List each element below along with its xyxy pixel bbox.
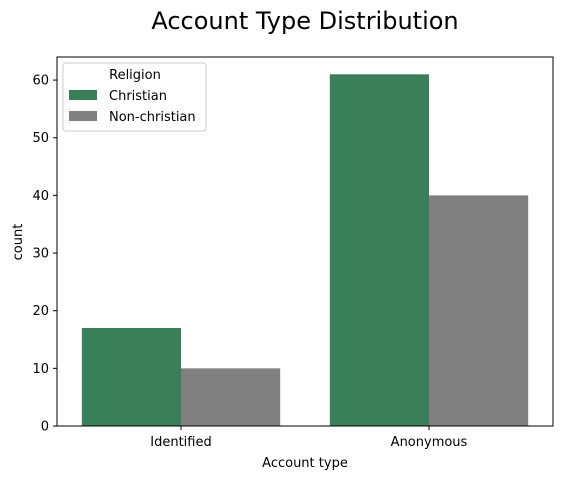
legend-label: Christian: [109, 89, 167, 104]
chart-title: Account Type Distribution: [151, 7, 458, 35]
legend-swatch: [69, 111, 97, 121]
x-tick-label: Anonymous: [391, 435, 468, 450]
y-tick-label: 50: [32, 131, 49, 146]
y-axis-label: count: [11, 224, 26, 261]
y-tick-label: 10: [32, 362, 49, 377]
y-tick-label: 60: [32, 74, 49, 89]
y-tick-label: 40: [32, 189, 49, 204]
plot-area: [81, 74, 529, 427]
y-axis: 0 10 20 30 40 50 60: [32, 74, 57, 435]
x-axis-label: Account type: [262, 456, 348, 471]
x-axis: Identified Anonymous: [150, 426, 468, 450]
legend: Religion Christian Non-christian: [62, 62, 207, 132]
bar-non-christian-anonymous: [429, 195, 529, 427]
legend-title: Religion: [109, 68, 161, 83]
y-tick-label: 30: [32, 247, 49, 262]
plot-frame: [56, 56, 554, 427]
x-tick-label: Identified: [150, 435, 211, 450]
y-tick-label: 20: [32, 304, 49, 319]
bar-christian-identified: [81, 327, 181, 426]
y-tick-label: 0: [41, 420, 49, 435]
bar-christian-anonymous: [329, 74, 429, 427]
legend-items: Christian Non-christian: [69, 89, 196, 125]
legend-label: Non-christian: [109, 110, 196, 125]
legend-box: [62, 62, 207, 132]
bar-non-christian-identified: [181, 368, 281, 426]
legend-swatch: [69, 90, 97, 100]
